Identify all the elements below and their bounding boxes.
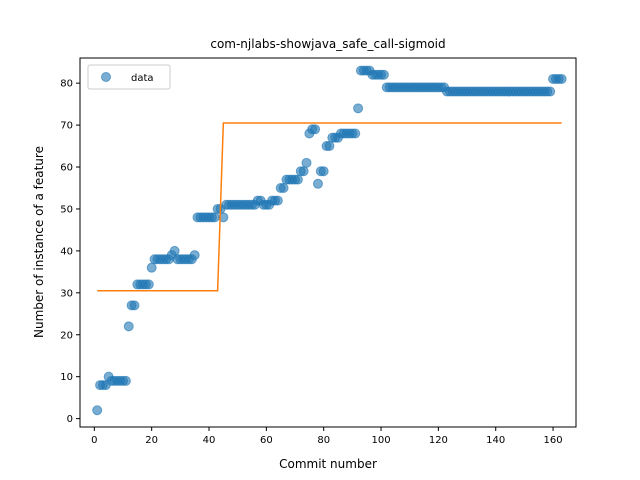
data-point (378, 69, 389, 80)
y-tick-label: 80 (60, 79, 73, 90)
data-point (272, 195, 283, 206)
x-tick-label: 120 (429, 435, 448, 446)
x-tick-label: 60 (260, 435, 273, 446)
plot-area (92, 65, 567, 416)
x-tick-label: 20 (145, 435, 158, 446)
data-point (218, 212, 229, 223)
data-point (312, 178, 323, 189)
data-point (353, 103, 364, 114)
data-point (301, 157, 312, 168)
y-tick-label: 70 (60, 121, 73, 132)
data-point (169, 245, 180, 256)
data-point (545, 86, 556, 97)
data-point (92, 405, 103, 416)
data-point (189, 250, 200, 261)
legend: data (87, 64, 171, 90)
y-tick-label: 50 (60, 204, 73, 215)
x-tick-label: 140 (486, 435, 505, 446)
data-point (556, 73, 567, 84)
data-point (123, 321, 134, 332)
y-tick-label: 60 (60, 163, 73, 174)
x-axis-label: Commit number (279, 457, 377, 471)
data-point (324, 141, 335, 152)
data-point (129, 300, 140, 311)
data-point (318, 166, 329, 177)
data-point (146, 262, 157, 273)
data-point (298, 166, 309, 177)
y-tick-label: 40 (60, 246, 73, 257)
data-point (278, 182, 289, 193)
x-tick-label: 40 (203, 435, 216, 446)
axes-frame (79, 57, 577, 428)
data-point (120, 375, 131, 386)
data-point (143, 279, 154, 290)
sigmoid-fit-line (97, 122, 562, 292)
legend-label-data: data (131, 73, 154, 84)
x-tick-label: 160 (544, 435, 563, 446)
x-tick-label: 100 (371, 435, 390, 446)
x-tick-label: 0 (91, 435, 97, 446)
y-axis-label: Number of instance of a feature (32, 146, 46, 338)
data-point (209, 212, 220, 223)
x-tick-label: 80 (317, 435, 330, 446)
y-tick-label: 10 (60, 372, 73, 383)
data-point (350, 128, 361, 139)
legend-frame (87, 64, 171, 90)
axis-ticks: 0 20 40 60 80 100 120 140 160 0 10 20 30 40 50 60 70 80 (60, 79, 562, 446)
y-tick-label: 20 (60, 330, 73, 341)
y-tick-label: 0 (67, 414, 73, 425)
data-point (292, 174, 303, 185)
legend-marker-data (101, 72, 111, 82)
data-point (310, 124, 321, 135)
y-tick-label: 30 (60, 288, 73, 299)
chart-title: com-njlabs-showjava_safe_call-sigmoid (210, 37, 445, 51)
